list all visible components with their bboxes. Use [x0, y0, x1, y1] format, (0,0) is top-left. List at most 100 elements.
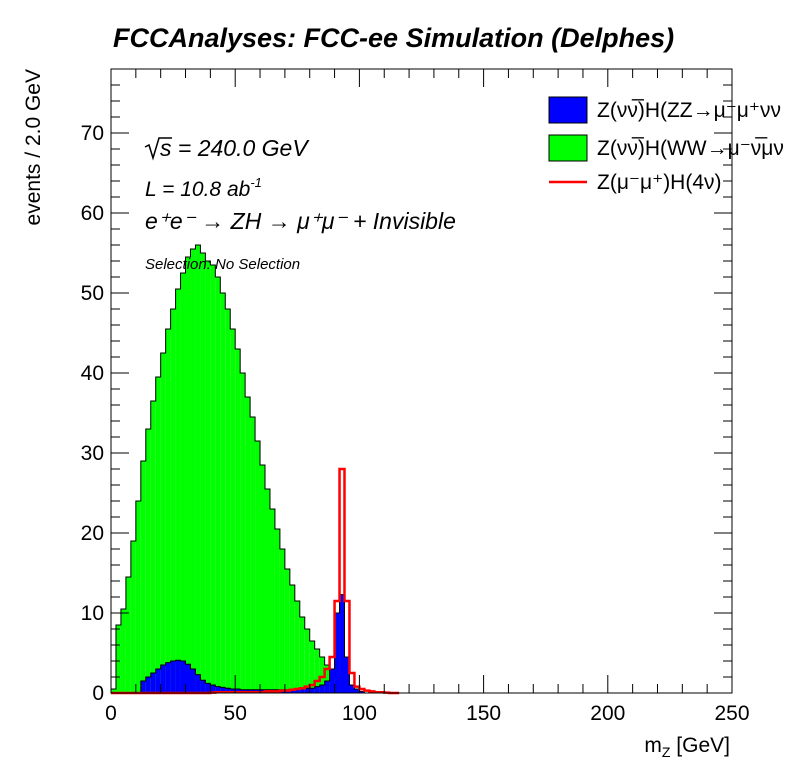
series-1-bar — [145, 677, 151, 693]
series-0-bar — [215, 277, 221, 693]
series-0-bar — [120, 609, 126, 693]
y-tick-label: 30 — [81, 442, 104, 465]
x-tick-label: 150 — [466, 702, 501, 725]
series-0-bar — [294, 601, 300, 693]
series-0-bar — [250, 417, 256, 693]
series-0-bar — [180, 273, 186, 693]
series-1-bar — [165, 662, 171, 693]
series-1-bar — [329, 669, 335, 693]
x-axis-label-sub: Z — [662, 744, 671, 760]
legend-swatch — [548, 134, 588, 162]
series-1-bar — [359, 691, 365, 693]
series-0-bar — [210, 265, 216, 693]
series-1-bar — [319, 685, 325, 693]
series-0-bar — [185, 257, 191, 693]
y-tick-label: 40 — [81, 362, 104, 385]
series-1-bar — [200, 680, 206, 693]
y-tick-label: 50 — [81, 282, 104, 305]
series-0-bar — [115, 625, 121, 693]
sqrt-symbol — [144, 137, 172, 161]
legend-label: Z(νν̅)H(ZZ→μ⁻μ⁺νν — [597, 99, 781, 122]
series-1-bar — [220, 687, 226, 693]
x-axis-label-main: m — [644, 734, 662, 757]
series-0-bar — [274, 529, 280, 693]
sqrt-s-text: s = 240.0 GeV — [160, 135, 310, 161]
series-1-bar — [299, 689, 305, 693]
y-tick-label: 60 — [81, 202, 104, 225]
y-axis-label: events / 2.0 GeV — [22, 69, 45, 225]
series-0-bar — [130, 541, 136, 693]
y-tick-label: 10 — [81, 602, 104, 625]
series-1-bar — [195, 674, 201, 693]
series-1-bar — [344, 657, 350, 693]
series-1-bar — [150, 673, 156, 693]
x-tick-label: 0 — [105, 702, 117, 725]
series-1-bar — [215, 686, 221, 693]
series-1-bar — [294, 689, 300, 693]
x-axis-label-unit: [GeV] — [670, 734, 730, 757]
series-1-bar — [339, 594, 345, 693]
series-1-bar — [354, 689, 360, 693]
series-1-bar — [140, 681, 146, 693]
y-tick-label: 20 — [81, 522, 104, 545]
process-annotation: e⁺e⁻ → ZH → μ⁺μ⁻ + Invisible — [145, 208, 456, 234]
series-0-bar — [269, 509, 275, 693]
legend-label: Z(νν̅)H(WW→μ⁻ν̅μν — [597, 137, 784, 160]
legend: Z(νν̅)H(ZZ→μ⁻μ⁺νν Z(νν̅)H(WW→μ⁻ν̅μν Z(μ⁻μ⁺… — [548, 96, 784, 194]
series-0-bar — [190, 249, 196, 693]
x-tick-label: 250 — [714, 702, 749, 725]
lumi-annotation: L = 10.8 ab-1 — [145, 175, 262, 201]
series-0-bar — [175, 289, 181, 693]
sqrt-s-annotation: s = 240.0 GeV — [144, 135, 310, 161]
series-0-bar — [240, 373, 246, 693]
lumi-text: L = 10.8 ab — [145, 178, 251, 201]
series-1-bar — [185, 664, 191, 693]
series-0-bar — [165, 329, 171, 693]
series-0-bar — [195, 245, 201, 693]
x-tick-label: 50 — [224, 702, 247, 725]
chart-title: FCCAnalyses: FCC-ee Simulation (Delphes) — [113, 23, 674, 53]
lumi-exponent: -1 — [250, 175, 262, 190]
legend-label: Z(μ⁻μ⁺)H(4ν) — [597, 171, 722, 194]
series-0-bar — [140, 461, 146, 693]
series-0-bar — [289, 585, 295, 693]
series-0-bar — [225, 309, 231, 693]
series-1-bar — [314, 686, 320, 693]
series-1-bar — [155, 669, 161, 693]
series-0-bar — [319, 657, 325, 693]
series-0-bar — [279, 549, 285, 693]
series-0-bar — [314, 649, 320, 693]
series-1-bar — [225, 688, 231, 693]
histogram-layer — [110, 244, 400, 695]
series-0-bar — [255, 441, 261, 693]
y-tick-label: 70 — [81, 122, 104, 145]
series-0-bar — [245, 397, 251, 693]
series-1-bar — [210, 685, 216, 693]
series-0-bar — [150, 401, 156, 693]
series-0-bar — [304, 629, 310, 693]
series-0-bar — [284, 569, 290, 693]
tick-layer: 0 50 100 150 200 250 0 10 20 30 40 50 60 70 — [81, 68, 750, 725]
series-1-bar — [205, 683, 211, 693]
series-0-bar — [125, 577, 131, 693]
series-0-bar — [220, 293, 226, 693]
series-0-bar — [111, 689, 116, 693]
x-tick-label: 200 — [590, 702, 625, 725]
series-0-bar — [230, 329, 236, 693]
series-1-bar — [349, 685, 355, 693]
y-tick-label: 0 — [92, 682, 104, 705]
series-1-bar — [334, 613, 340, 693]
series-0-bar — [145, 429, 151, 693]
series-1-bar — [170, 661, 176, 693]
series-1-bar — [304, 688, 310, 693]
series-0-bar — [324, 665, 330, 693]
series-1-bar — [190, 669, 196, 693]
series-0-bar — [170, 309, 176, 693]
series-0-bar — [205, 261, 211, 693]
legend-swatch — [548, 96, 588, 124]
series-0-bar — [260, 465, 266, 693]
series-0-bar — [155, 377, 161, 693]
series-0-bar — [235, 349, 241, 693]
series-1-bar — [324, 681, 330, 693]
